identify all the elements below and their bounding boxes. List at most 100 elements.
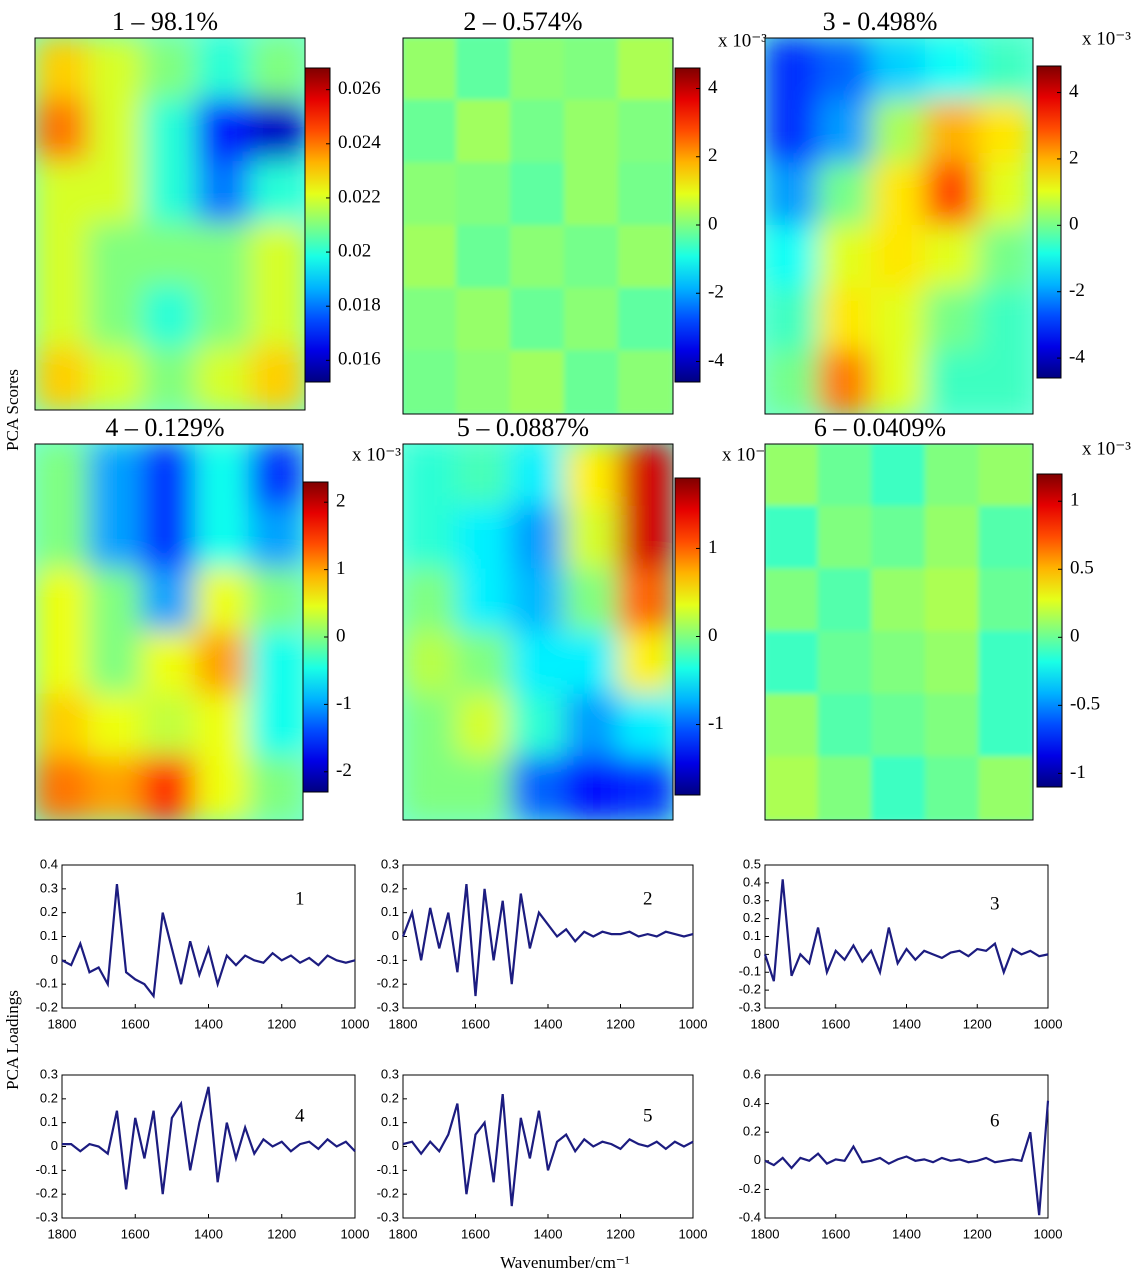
heatmap-cell <box>924 693 981 759</box>
heatmap-cell <box>403 99 458 165</box>
colorbar-tick-label: -2 <box>708 282 724 303</box>
heatmap-cell <box>248 568 303 633</box>
x-tick-label: 1600 <box>821 1226 850 1241</box>
heatmap-cell <box>618 568 673 633</box>
heatmap-cell <box>194 568 251 633</box>
heatmap-cell <box>978 287 1033 353</box>
heatmap-cell <box>35 444 90 508</box>
heatmap-cells <box>765 444 1033 820</box>
heatmap-cell <box>510 287 566 353</box>
heatmap-cell <box>510 38 566 102</box>
heatmap-cell <box>978 225 1033 290</box>
heatmap-cell <box>765 756 820 820</box>
heatmap-cell <box>564 568 620 633</box>
heatmap-cell <box>978 693 1033 759</box>
plot-frame <box>402 864 694 1009</box>
heatmap-cell <box>564 505 620 571</box>
heatmap-cell <box>510 756 566 820</box>
heatmap-cell <box>35 631 90 696</box>
heatmap-cell <box>924 444 981 508</box>
heatmap-cell <box>618 505 673 571</box>
heatmap-cell <box>765 444 820 508</box>
heatmap-cell <box>618 225 673 290</box>
loadings-label: PCA Loadings <box>3 990 22 1090</box>
heatmap-cell <box>871 756 927 820</box>
y-tick-label: 0.3 <box>381 856 399 871</box>
heatmap-cell <box>88 38 144 101</box>
heatmap-cell <box>817 693 874 759</box>
heatmap-cell <box>924 631 981 696</box>
x-tick-label: 1400 <box>534 1016 563 1031</box>
y-tick-label: 0.1 <box>381 904 399 919</box>
heatmap-cell <box>817 162 874 227</box>
heatmap-cell <box>141 505 197 571</box>
heatmap-cell <box>456 756 512 820</box>
y-tick-label: -0.1 <box>377 952 399 967</box>
heatmap-cell <box>456 287 512 353</box>
y-tick-label: 0 <box>51 1138 58 1153</box>
heatmap-cell <box>250 38 305 101</box>
heatmap-cells <box>765 38 1033 414</box>
y-tick-label: 0.1 <box>40 928 58 943</box>
x-tick-label: 1400 <box>194 1226 223 1241</box>
heatmap-cell <box>924 756 981 820</box>
x-tick-label: 1400 <box>534 1226 563 1241</box>
heatmap-cell <box>456 631 512 696</box>
y-tick-label: -0.2 <box>377 1186 399 1201</box>
y-tick-label: 0 <box>392 1138 399 1153</box>
heatmap-cell <box>871 287 927 353</box>
heatmap-cell <box>403 287 458 353</box>
heatmap-cells <box>35 444 303 820</box>
heatmap-cells <box>35 38 305 410</box>
y-tick-label: -0.2 <box>377 976 399 991</box>
heatmap-cell <box>978 162 1033 227</box>
y-tick-label: 0.2 <box>743 910 761 925</box>
heatmap-cell <box>871 225 927 290</box>
x-tick-label: 1800 <box>389 1226 418 1241</box>
heatmap-cell <box>142 38 198 101</box>
heatmap-cell <box>403 38 458 102</box>
heatmap-cell <box>456 444 512 508</box>
heatmap-cell <box>35 99 90 163</box>
heatmap-cell <box>564 38 620 102</box>
heatmap-cell <box>141 693 197 759</box>
y-tick-label: -0.3 <box>36 1209 58 1224</box>
heatmap-cell <box>924 350 981 414</box>
heatmap-cell <box>87 631 144 696</box>
heatmap-cell <box>88 161 144 225</box>
heatmap-title: 5 – 0.0887% <box>457 413 589 442</box>
x-tick-label: 1000 <box>1034 1016 1063 1031</box>
heatmap-cell <box>141 568 197 633</box>
heatmap-title: 4 – 0.129% <box>105 413 224 442</box>
plot-frame <box>764 864 1049 1009</box>
heatmap-cell <box>87 444 144 508</box>
y-tick-label: -0.2 <box>36 999 58 1014</box>
colorbar-tick-label: -4 <box>708 350 724 371</box>
heatmap-cells <box>403 444 673 820</box>
heatmap-cell <box>142 347 198 410</box>
heatmap-cell <box>35 693 90 759</box>
plot-frame <box>764 1074 1049 1219</box>
heatmap-cells <box>403 38 673 414</box>
heatmap-cell <box>510 225 566 290</box>
y-tick-label: 0.4 <box>40 856 58 871</box>
heatmap-cell <box>564 631 620 696</box>
y-tick-label: -0.3 <box>377 999 399 1014</box>
heatmap-cell <box>978 756 1033 820</box>
heatmap-cell <box>403 631 458 696</box>
x-tick-label: 1800 <box>48 1226 77 1241</box>
heatmap-cell <box>456 225 512 290</box>
heatmap-cell <box>35 568 90 633</box>
x-tick-label: 1600 <box>821 1016 850 1031</box>
heatmap-cell <box>765 350 820 414</box>
plot-frame <box>61 864 356 1009</box>
colorbar-tick-label: -1 <box>1070 762 1086 783</box>
heatmap-cell <box>618 444 673 508</box>
y-tick-label: -0.3 <box>739 999 761 1014</box>
heatmap-cell <box>456 505 512 571</box>
heatmap-cell <box>924 38 981 102</box>
colorbar-tick-label: 0 <box>1070 626 1080 647</box>
x-tick-label: 1600 <box>121 1226 150 1241</box>
loading-line <box>61 883 356 999</box>
heatmap-cell <box>817 631 874 696</box>
